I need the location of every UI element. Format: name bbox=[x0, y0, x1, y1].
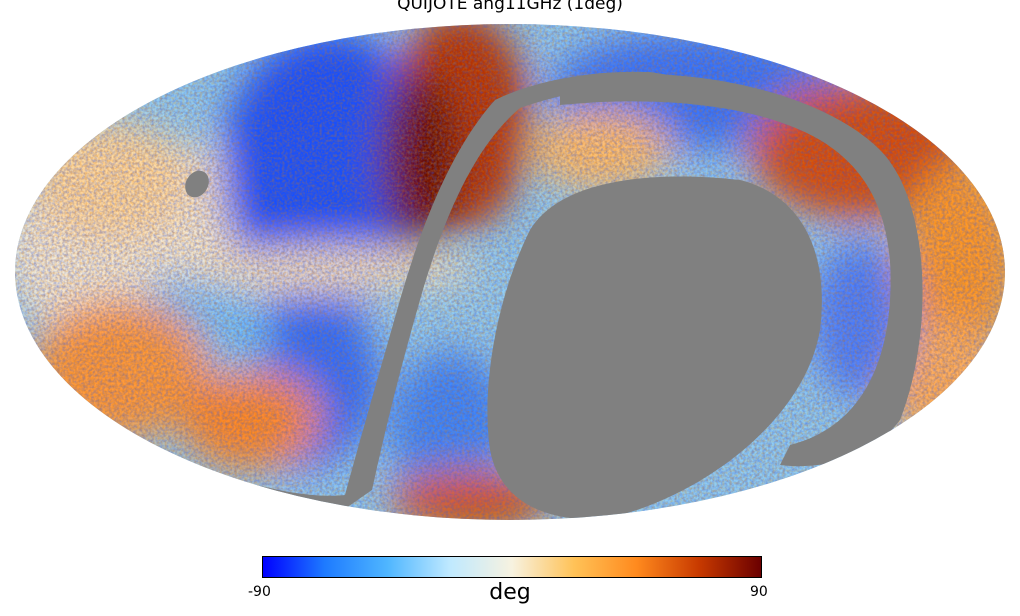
colorbar bbox=[262, 556, 762, 578]
map-title: QUIJOTE ang11GHz (1deg) bbox=[397, 0, 623, 14]
sky-map bbox=[15, 24, 1005, 520]
colorbar-unit-label: deg bbox=[489, 580, 531, 605]
colorbar-max-label: 90 bbox=[750, 584, 768, 600]
colorbar-min-label: -90 bbox=[248, 584, 271, 600]
